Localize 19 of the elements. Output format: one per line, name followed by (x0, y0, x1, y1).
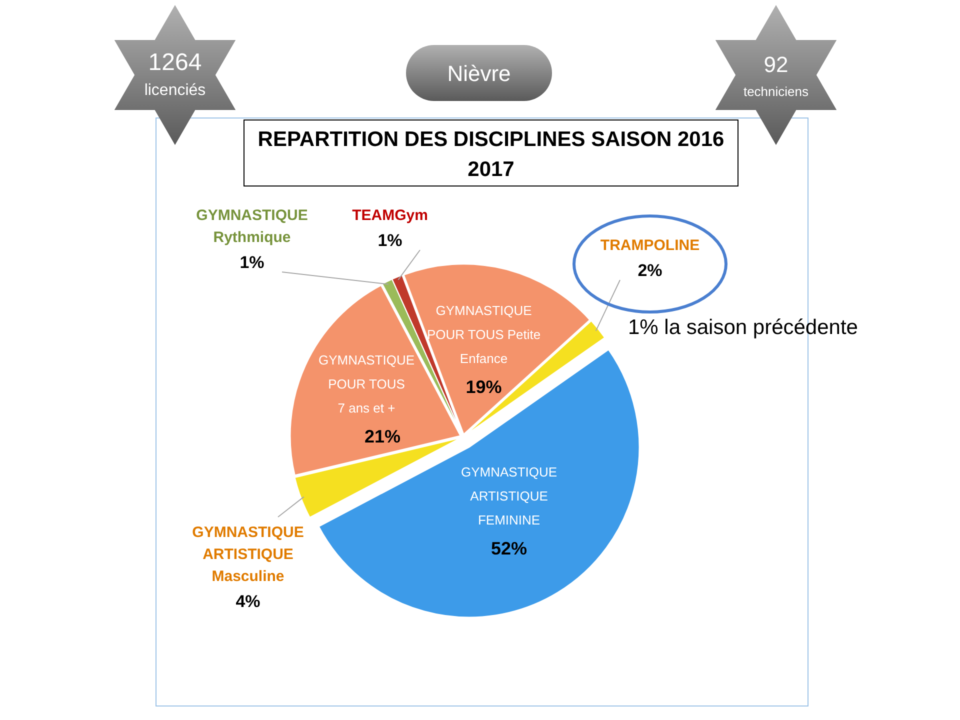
slice-label: GYMNASTIQUE ARTISTIQUE FEMININE (461, 464, 558, 528)
slice-label: TEAMGym (352, 207, 428, 224)
slice-label: GYMNASTIQUE POUR TOUS Petite Enfance (426, 303, 541, 366)
data-label: 1% (240, 253, 264, 272)
slice-label: GYMNASTIQUE POUR TOUS 7 ans et + (318, 352, 415, 416)
data-label: 4% (236, 592, 260, 611)
text: 1264 licenciés (144, 49, 206, 99)
text: Nièvre (447, 61, 511, 86)
data-label: 2% (638, 261, 662, 280)
slice-label: GYMNASTIQUE Rythmique (196, 207, 308, 246)
slice-label: TRAMPOLINE (600, 237, 700, 254)
text: 1% la saison précédente (628, 316, 858, 339)
text: 92 techniciens (743, 52, 810, 99)
slice-label: GYMNASTIQUE ARTISTIQUE Masculine (192, 524, 304, 585)
chart-title: REPARTITION DES DISCIPLINES SAISON 2016 2017 (258, 128, 724, 181)
data-label: 1% (378, 231, 402, 250)
data-label: 19% (466, 377, 502, 398)
data-label: 21% (364, 426, 401, 446)
data-label: 52% (491, 538, 528, 558)
